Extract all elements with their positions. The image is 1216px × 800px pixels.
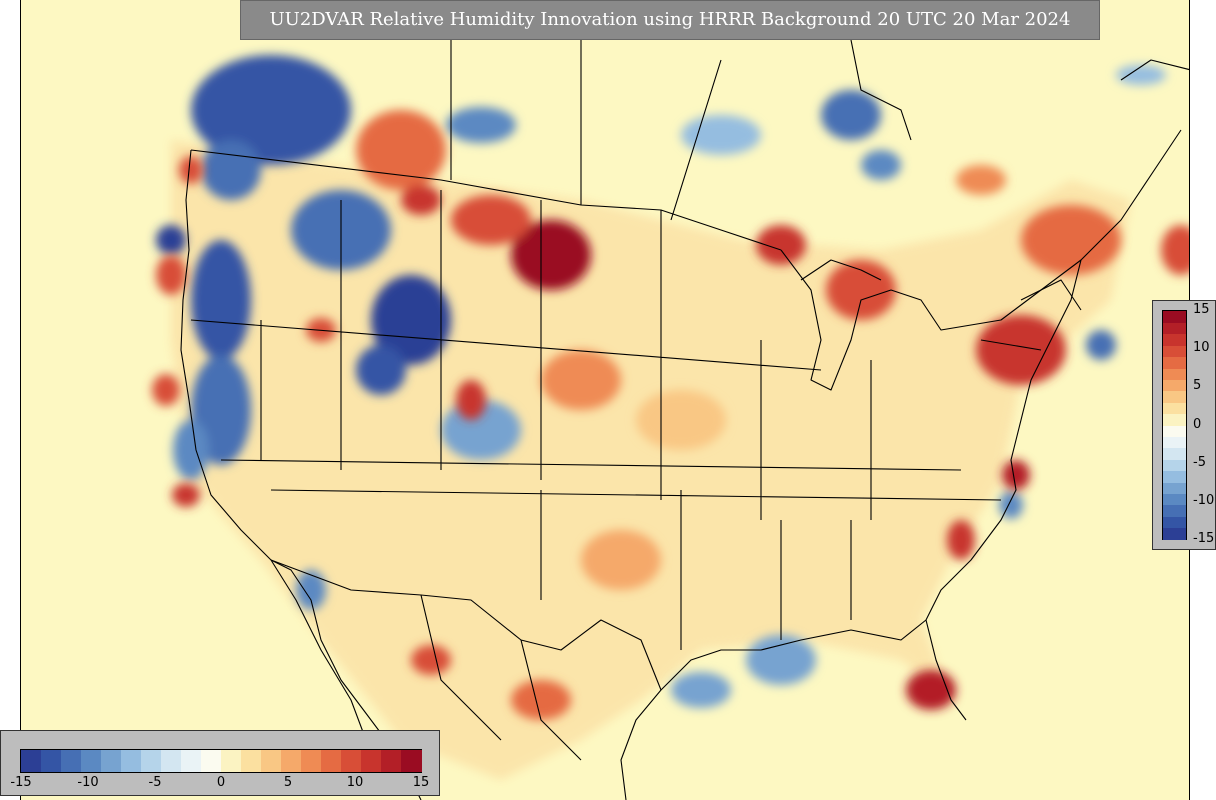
colorbar-segment <box>1163 504 1186 517</box>
colorbar-segment <box>1163 447 1186 460</box>
colorbar-segment <box>401 750 423 772</box>
colorbar-segment <box>1163 402 1186 415</box>
colorbar-segment <box>361 750 383 772</box>
colorbar-segment <box>1163 311 1186 324</box>
positive-anomalies <box>152 110 1189 720</box>
vertical-colorbar-tick: 15 <box>1193 302 1210 317</box>
vertical-colorbar-panel: 15 10 5 0 -5 -10 -15 <box>1152 300 1216 550</box>
colorbar-segment <box>1163 482 1186 495</box>
horizontal-colorbar-tick: -15 <box>10 775 32 790</box>
colorbar-segment <box>21 750 43 772</box>
vertical-colorbar-tick: -5 <box>1193 455 1206 470</box>
colorbar-segment <box>241 750 263 772</box>
colorbar-segment <box>1163 356 1186 369</box>
colorbar-segment <box>301 750 323 772</box>
horizontal-colorbar-tick: 5 <box>283 775 293 790</box>
vertical-colorbar-tick: 0 <box>1193 417 1202 432</box>
map-frame <box>20 0 1190 800</box>
horizontal-colorbar-tick: 15 <box>412 775 430 790</box>
colorbar-segment <box>1163 333 1186 346</box>
horizontal-colorbar-tick: -10 <box>77 775 99 790</box>
colorbar-segment <box>61 750 83 772</box>
colorbar-segment <box>261 750 283 772</box>
vertical-colorbar-tick: -10 <box>1193 493 1215 508</box>
colorbar-segment <box>1163 379 1186 392</box>
colorbar-segment <box>121 750 143 772</box>
colorbar-segment <box>381 750 403 772</box>
humidity-innovation-map <box>152 39 1189 800</box>
colorbar-segment <box>281 750 303 772</box>
horizontal-colorbar-tick: 0 <box>216 775 226 790</box>
colorbar-segment <box>1163 345 1186 358</box>
colorbar-segment <box>1163 493 1186 506</box>
colorbar-segment <box>141 750 163 772</box>
colorbar-segment <box>341 750 363 772</box>
colorbar-segment <box>1163 425 1186 438</box>
vertical-colorbar-tick: 10 <box>1193 340 1210 355</box>
colorbar-segment <box>201 750 223 772</box>
map-title: UU2DVAR Relative Humidity Innovation usi… <box>240 0 1100 40</box>
colorbar-segment <box>41 750 63 772</box>
horizontal-colorbar <box>20 749 423 773</box>
colorbar-segment <box>1163 413 1186 426</box>
vertical-colorbar <box>1162 310 1187 540</box>
colorbar-segment <box>1163 527 1186 540</box>
vertical-colorbar-tick: -15 <box>1193 531 1215 546</box>
horizontal-colorbar-tick: 10 <box>346 775 364 790</box>
colorbar-segment <box>161 750 183 772</box>
colorbar-segment <box>1163 459 1186 472</box>
colorbar-segment <box>1163 470 1186 483</box>
colorbar-segment <box>1163 390 1186 403</box>
colorbar-segment <box>1163 368 1186 381</box>
colorbar-segment <box>321 750 343 772</box>
vertical-colorbar-tick: 5 <box>1193 378 1202 393</box>
horizontal-colorbar-panel: -15 -10 -5 0 5 10 15 <box>0 730 440 796</box>
colorbar-segment <box>1163 516 1186 529</box>
colorbar-segment <box>1163 436 1186 449</box>
colorbar-segment <box>101 750 123 772</box>
horizontal-colorbar-tick: -5 <box>148 775 162 790</box>
colorbar-segment <box>81 750 103 772</box>
colorbar-segment <box>181 750 203 772</box>
colorbar-segment <box>1163 322 1186 335</box>
colorbar-segment <box>221 750 243 772</box>
